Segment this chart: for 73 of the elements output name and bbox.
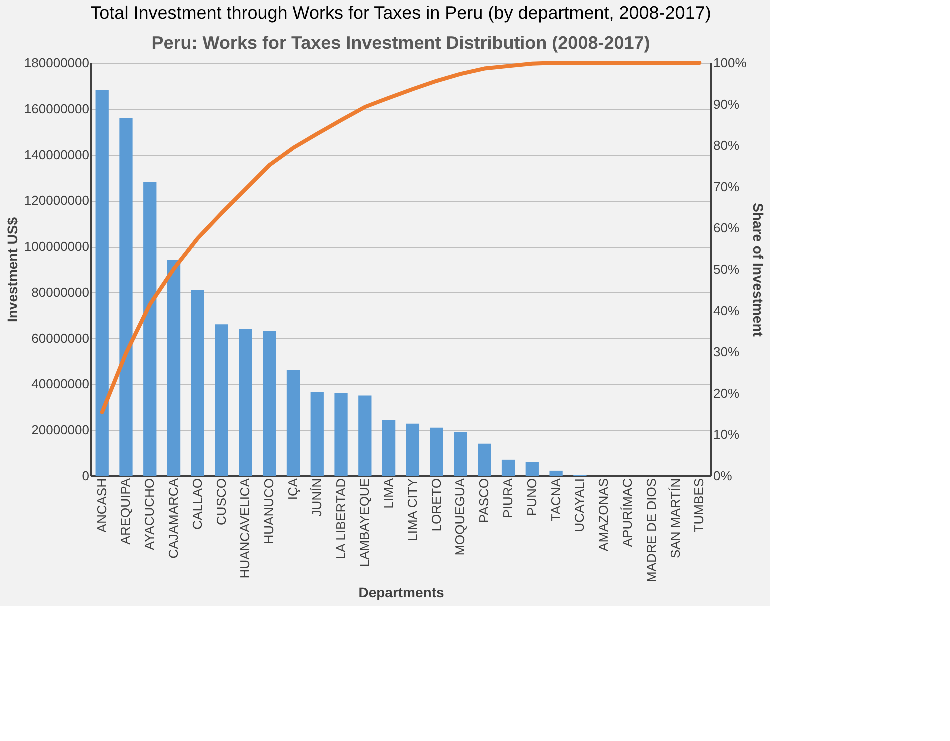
x-tick-label: APURÍMAC	[620, 478, 635, 548]
x-tick-label: CUSCO	[214, 478, 229, 526]
x-axis-title: Departments	[358, 584, 444, 601]
x-tick-label: LIMA	[381, 478, 396, 509]
x-tick-label: IÇA	[285, 478, 300, 500]
y2-tick-label: 50%	[714, 262, 740, 277]
y-tick-label: 160000000	[24, 101, 90, 116]
x-tick-label: PIURA	[500, 478, 516, 518]
x-tick-label: SAN MARTÍN	[668, 478, 683, 558]
x-tick-label: LAMBAYEQUE	[357, 478, 372, 568]
bar	[144, 182, 157, 476]
y2-tick-label: 70%	[714, 179, 740, 194]
x-tick-label: MOQUEGUA	[452, 478, 468, 556]
bar	[502, 460, 516, 476]
y-axis-title: Investment US$	[4, 217, 20, 323]
x-tick-label: AYACUCHO	[142, 478, 158, 550]
y-tick-label: 60000000	[32, 330, 90, 346]
bar	[550, 470, 563, 476]
bar	[120, 118, 133, 476]
x-tick-label: MADRE DE DIOS	[644, 478, 659, 583]
x-tick-label: AREQUIPA	[118, 478, 134, 545]
y-tick-label: 180000000	[24, 56, 90, 70]
x-tick-label: TUMBES	[692, 478, 707, 533]
x-tick-label: ANCASH	[94, 478, 110, 533]
y2-tick-label: 30%	[714, 344, 740, 360]
bar	[454, 432, 468, 476]
y-tick-label: 100000000	[24, 239, 90, 254]
y2-axis-title: Share of Investment	[750, 203, 767, 338]
x-tick-label: CALLAO	[190, 478, 205, 530]
y2-tick-label: 60%	[714, 220, 740, 236]
x-tick-label: HUANUCO	[262, 478, 277, 544]
x-tick-label: PUNO	[524, 478, 540, 516]
y2-tick-label: 10%	[714, 427, 740, 442]
x-tick-label: TACNA	[548, 478, 564, 522]
x-tick-label: PASCO	[476, 478, 492, 524]
x-tick-label: JUNÍN	[309, 478, 324, 517]
y2-tick-label: 80%	[714, 138, 740, 154]
bar	[167, 260, 181, 476]
chart-subtitle: Peru: Works for Taxes Investment Distribution (2008-2017)	[152, 33, 650, 53]
bar	[406, 424, 420, 476]
bar	[191, 290, 204, 476]
bar	[263, 331, 276, 476]
bar	[215, 324, 228, 476]
x-tick-label: LORETO	[428, 478, 444, 532]
x-tick-label: LIMA CITY	[404, 478, 420, 542]
bar	[358, 396, 372, 476]
bar	[96, 90, 109, 476]
chart-title: Total Investment through Works for Taxes in Peru (by department, 2008-2017)	[90, 3, 712, 23]
bar	[310, 392, 324, 476]
bar	[526, 462, 539, 476]
bar	[478, 444, 492, 476]
x-tick-label: HUANCAVELICA	[238, 478, 253, 579]
line-series	[100, 61, 702, 414]
y2-tick-label: 40%	[714, 303, 740, 318]
y2-tick-label: 90%	[714, 96, 740, 112]
x-tick-label: UCAYALI	[572, 478, 588, 532]
y-tick-label: 40000000	[32, 376, 90, 392]
y-tick-label: 120000000	[24, 193, 90, 208]
bar	[286, 370, 300, 476]
y2-tick-label: 100%	[714, 56, 748, 70]
bar	[430, 428, 444, 476]
bar	[382, 420, 396, 476]
y2-tick-label: 0%	[714, 468, 733, 484]
y-tick-label: 0	[82, 468, 90, 484]
y-tick-label: 20000000	[32, 422, 90, 438]
y2-tick-label: 20%	[714, 386, 740, 401]
y-tick-label: 140000000	[24, 147, 90, 162]
bar	[239, 329, 252, 476]
bar	[334, 393, 348, 476]
x-tick-label: LA LIBERTAD	[333, 478, 348, 560]
y-tick-label: 80000000	[32, 284, 90, 300]
x-tick-label: CAJAMARCA	[166, 478, 182, 559]
x-tick-label: AMAZONAS	[596, 478, 612, 552]
